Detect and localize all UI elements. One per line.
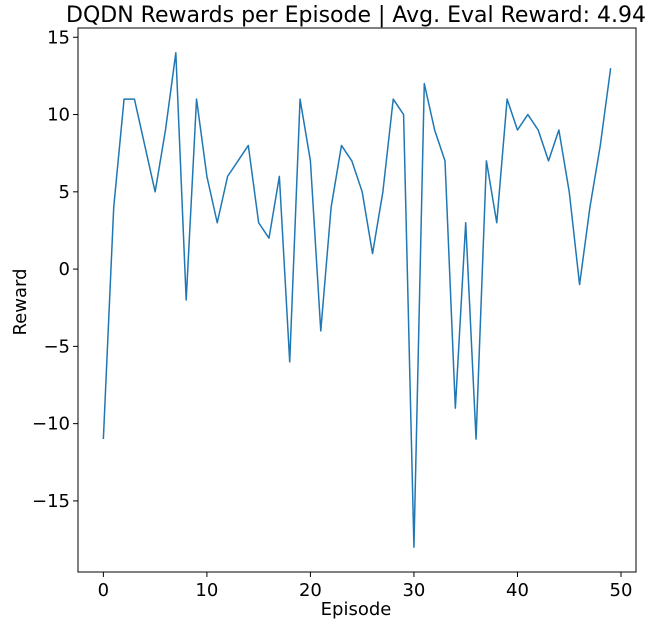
x-tick-label: 40 [506, 580, 529, 601]
x-tick-label: 0 [98, 580, 109, 601]
x-axis-ticks: 0 10 20 30 40 50 [98, 572, 633, 601]
x-axis-label: Episode [321, 599, 392, 620]
y-axis-label: Reward [10, 268, 31, 335]
x-tick-label: 30 [402, 580, 425, 601]
series-line [102, 51, 612, 549]
x-tick-label: 50 [610, 580, 633, 601]
y-tick-label: 0 [59, 259, 70, 280]
y-axis-ticks: −15 −10 −5 0 5 10 15 [32, 27, 78, 512]
x-tick-label: 20 [299, 580, 322, 601]
y-tick-label: 15 [47, 27, 70, 48]
y-tick-label: −15 [32, 491, 70, 512]
y-tick-label: 10 [47, 105, 70, 126]
y-tick-label: −5 [43, 336, 70, 357]
y-tick-label: 5 [59, 182, 70, 203]
plot-frame [77, 27, 637, 573]
chart-title: DQDN Rewards per Episode | Avg. Eval Rew… [66, 3, 646, 28]
x-tick-label: 10 [195, 580, 218, 601]
y-tick-label: −10 [32, 414, 70, 435]
